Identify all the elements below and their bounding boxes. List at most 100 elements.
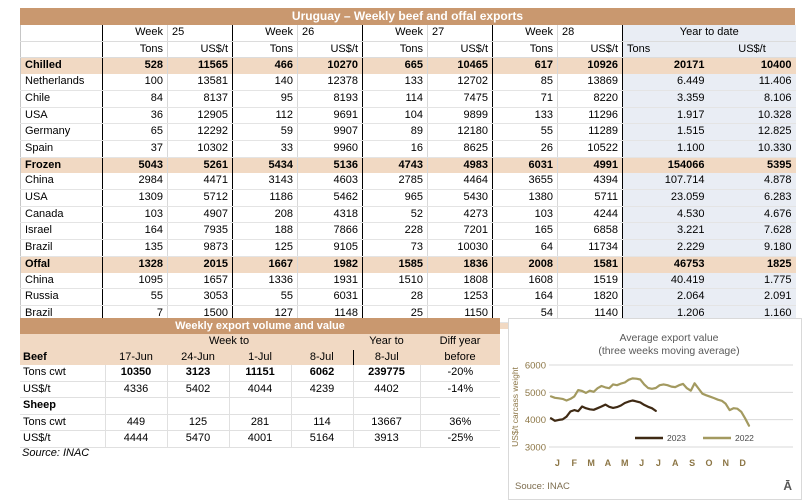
section-value: 665 <box>362 57 428 75</box>
x-month-label: S <box>689 458 695 468</box>
country-value: 104 <box>362 107 428 125</box>
country-value: 3053 <box>167 288 233 306</box>
country-row: Spain 37 10302 33 9960 16 8625 26 10522 1.100 10.3… <box>20 140 796 158</box>
section-value: 46753 <box>622 256 709 273</box>
section-value: 10926 <box>557 57 623 75</box>
tons-header: Tons <box>362 41 428 59</box>
country-value: 10030 <box>427 239 493 257</box>
country-value: 12905 <box>167 107 233 125</box>
country-label: Chile <box>20 90 103 108</box>
country-label: Spain <box>20 140 103 158</box>
country-value: 3143 <box>232 173 298 191</box>
measure-value: 10350 <box>104 365 167 382</box>
country-value: 1931 <box>297 272 363 290</box>
country-value: 33 <box>232 140 298 158</box>
x-month-label: M <box>621 458 629 468</box>
section-value: 5043 <box>102 157 168 174</box>
country-value: 10.328 <box>708 107 796 125</box>
country-value: 9105 <box>297 239 363 257</box>
measure-row: US$/t 4444 5470 4001 5164 3913 -25% <box>20 430 501 448</box>
country-value: 965 <box>362 189 428 207</box>
measure-value: 13667 <box>352 414 421 431</box>
country-value: 65 <box>102 123 168 141</box>
section-label: Frozen <box>20 157 103 174</box>
country-value: 55 <box>492 123 558 141</box>
country-label: USA <box>20 107 103 125</box>
country-value: 55 <box>232 288 298 306</box>
section-value: 10465 <box>427 57 493 75</box>
diff-value: -25% <box>419 430 501 448</box>
x-month-label: A <box>672 458 679 468</box>
section-value: 1328 <box>102 256 168 273</box>
empty-cell <box>228 397 291 415</box>
country-value: 4.676 <box>708 206 796 224</box>
country-value: 4318 <box>297 206 363 224</box>
section-label: Offal <box>20 256 103 273</box>
country-value: 8220 <box>557 90 623 108</box>
country-label: Russia <box>20 288 103 306</box>
section-row: Sheep <box>20 397 501 415</box>
country-value: 2.091 <box>708 288 796 306</box>
date-header-row: Beef 17-Jun 24-Jun 1-Jul 8-Jul 8-Jul before <box>20 349 501 365</box>
country-value: 1.515 <box>622 123 709 141</box>
x-month-label: F <box>571 458 577 468</box>
measure-label: US$/t <box>20 381 105 398</box>
x-month-label: N <box>723 458 730 468</box>
measure-value: 4402 <box>352 381 421 398</box>
measure-value: 114 <box>290 414 354 431</box>
country-value: 8625 <box>427 140 493 158</box>
measure-value: 449 <box>104 414 167 431</box>
y-tick-label: 4000 <box>525 415 546 426</box>
country-value: 12378 <box>297 74 363 91</box>
country-value: 4464 <box>427 173 493 191</box>
country-row: China 1095 1657 1336 1931 1510 1808 1608 1519 40.… <box>20 272 796 290</box>
diff-value: 36% <box>419 414 501 431</box>
measure-value: 4444 <box>104 430 167 448</box>
country-row: Russia 55 3053 55 6031 28 1253 164 1820 2.064 2.09… <box>20 288 796 306</box>
country-row: Netherlands 100 13581 140 12378 133 12702 85 138… <box>20 74 796 91</box>
country-value: 8137 <box>167 90 233 108</box>
country-value: 1336 <box>232 272 298 290</box>
country-value: 12292 <box>167 123 233 141</box>
source-note: Source: INAC <box>22 447 90 459</box>
country-value: 9.180 <box>708 239 796 257</box>
measure-value: 5470 <box>166 430 229 448</box>
ytd-tons-header: Tons <box>622 41 709 59</box>
country-label: Netherlands <box>20 74 103 91</box>
country-value: 7866 <box>297 222 363 241</box>
country-value: 84 <box>102 90 168 108</box>
date-header: 24-Jun <box>167 349 229 365</box>
country-value: 188 <box>232 222 298 241</box>
country-value: 6031 <box>297 288 363 306</box>
y-axis-label: US$/t carcass weight <box>510 366 520 446</box>
country-value: 133 <box>492 107 558 125</box>
week-number: 27 <box>427 25 493 42</box>
measure-label: US$/t <box>20 430 105 448</box>
country-value: 9960 <box>297 140 363 158</box>
week-number: 26 <box>297 25 363 42</box>
section-value: 617 <box>492 57 558 75</box>
country-value: 5462 <box>297 189 363 207</box>
country-value: 1186 <box>232 189 298 207</box>
exports-table: Uruguay – Weekly beef and offal exports … <box>20 8 796 329</box>
country-value: 165 <box>492 222 558 241</box>
country-value: 59 <box>232 123 298 141</box>
country-value: 112 <box>232 107 298 125</box>
country-value: 89 <box>362 123 428 141</box>
country-value: 6.449 <box>622 74 709 91</box>
country-value: 23.059 <box>622 189 709 207</box>
country-value: 55 <box>102 288 168 306</box>
section-value: 2015 <box>167 256 233 273</box>
section-value: 4743 <box>362 157 428 174</box>
country-value: 4907 <box>167 206 233 224</box>
country-value: 37 <box>102 140 168 158</box>
country-row: Chile 84 8137 95 8193 114 7475 71 8220 3.359 8.106 <box>20 90 796 108</box>
section-value: 6031 <box>492 157 558 174</box>
section-value: 466 <box>232 57 298 75</box>
country-value: 1.917 <box>622 107 709 125</box>
section-value: 1836 <box>427 256 493 273</box>
country-value: 4603 <box>297 173 363 191</box>
measure-value: 4044 <box>228 381 291 398</box>
country-value: 9899 <box>427 107 493 125</box>
date-header: 1-Jul <box>229 349 291 365</box>
